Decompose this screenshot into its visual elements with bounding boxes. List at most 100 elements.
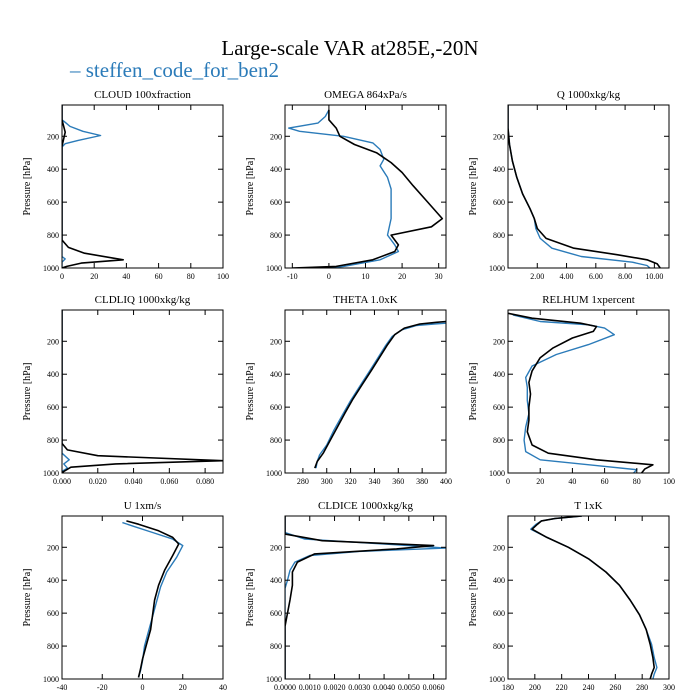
x-tick-label: 20 — [179, 683, 187, 692]
figure-title: Large-scale VAR at285E,-20N — [221, 36, 479, 60]
series-line-blue — [315, 322, 446, 469]
x-tick-label: 0.0030 — [348, 683, 370, 692]
x-tick-label: 280 — [636, 683, 648, 692]
x-tick-label: 0 — [506, 477, 510, 486]
y-tick-label: 600 — [493, 198, 505, 207]
y-tick-label: 600 — [493, 609, 505, 618]
plot-frame — [61, 104, 224, 269]
x-tick-label: 20 — [398, 272, 406, 281]
x-tick-label: 360 — [392, 477, 404, 486]
panel-2: OMEGA 864xPa/s Pressure [hPa] -10 0 10 20 30 20… — [245, 89, 447, 281]
y-tick-label: 400 — [270, 370, 282, 379]
y-tick-label: 200 — [47, 337, 59, 346]
y-tick-label: 1000 — [43, 469, 59, 478]
x-tick-label: -10 — [287, 272, 298, 281]
x-tick-label: 60 — [155, 272, 163, 281]
x-tick-label: 20 — [90, 272, 98, 281]
x-tick-label: 0 — [60, 272, 64, 281]
y-tick-label: 600 — [47, 403, 59, 412]
y-tick-label: 1000 — [489, 264, 505, 273]
y-tick-label: 600 — [47, 609, 59, 618]
x-tick-label: 340 — [368, 477, 380, 486]
x-tick-label: 200 — [529, 683, 541, 692]
x-tick-label: 8.00 — [618, 272, 632, 281]
y-tick-label: 1000 — [43, 675, 59, 684]
x-tick-label: 6.00 — [589, 272, 603, 281]
x-tick-label: 30 — [435, 272, 443, 281]
panel-4: CLDLIQ 1000xkg/kg Pressure [hPa] 0.000 0.02… — [22, 294, 224, 486]
x-tick-label: 180 — [502, 683, 514, 692]
series-line-blue — [62, 310, 70, 473]
x-tick-label: 10 — [362, 272, 370, 281]
y-axis-label: Pressure [hPa] — [468, 157, 479, 215]
x-tick-label: 260 — [609, 683, 621, 692]
x-tick-label: 320 — [345, 477, 357, 486]
panel-title: T 1xK — [574, 500, 602, 512]
y-tick-label: 800 — [270, 436, 282, 445]
y-tick-label: 200 — [47, 543, 59, 552]
x-tick-label: 40 — [122, 272, 130, 281]
series-line-blue — [530, 516, 658, 679]
x-tick-label: 380 — [416, 477, 428, 486]
y-tick-label: 800 — [47, 436, 59, 445]
series-line-black — [508, 105, 661, 268]
x-tick-label: -40 — [57, 683, 68, 692]
panel-title: CLDLIQ 1000xkg/kg — [95, 294, 191, 306]
x-tick-label: 0.0000 — [274, 683, 296, 692]
y-tick-label: 800 — [270, 642, 282, 651]
plot-frame — [284, 309, 447, 474]
x-tick-label: 0.000 — [53, 477, 71, 486]
panel-6: RELHUM 1xpercent Pressure [hPa] 0 20 40 60 80 1… — [468, 294, 675, 486]
series-line-black — [126, 520, 180, 678]
series-line-blue — [285, 516, 446, 679]
x-tick-label: 80 — [187, 272, 195, 281]
series-line-black — [292, 109, 444, 268]
y-tick-label: 1000 — [266, 469, 282, 478]
panel-title: CLDICE 1000xkg/kg — [318, 500, 414, 512]
y-tick-label: 1000 — [489, 675, 505, 684]
y-tick-label: 800 — [493, 436, 505, 445]
legend: – steffen_code_for_ben2 — [70, 58, 279, 83]
x-tick-label: 220 — [556, 683, 568, 692]
x-tick-label: 300 — [663, 683, 675, 692]
x-tick-label: 100 — [217, 272, 229, 281]
x-tick-label: -20 — [97, 683, 108, 692]
panel-3: Q 1000xkg/kg Pressure [hPa] 2.00 4.00 6.00 8.… — [468, 89, 670, 281]
x-tick-label: 300 — [321, 477, 333, 486]
x-tick-label: 0 — [327, 272, 331, 281]
plot-frame — [507, 515, 670, 680]
panel-title: Q 1000xkg/kg — [557, 89, 621, 101]
x-tick-label: 0.0060 — [423, 683, 445, 692]
y-axis-label: Pressure [hPa] — [22, 568, 33, 626]
y-tick-label: 200 — [493, 337, 505, 346]
y-axis-label: Pressure [hPa] — [22, 157, 33, 215]
y-tick-label: 800 — [493, 642, 505, 651]
x-tick-label: 280 — [297, 477, 309, 486]
x-tick-label: 0.0040 — [373, 683, 395, 692]
y-tick-label: 600 — [493, 403, 505, 412]
y-tick-label: 1000 — [43, 264, 59, 273]
y-tick-label: 200 — [270, 337, 282, 346]
series-line-blue — [508, 105, 651, 268]
x-tick-label: 4.00 — [560, 272, 574, 281]
x-tick-label: 0.080 — [196, 477, 214, 486]
panel-1: CLOUD 100xfraction Pressure [hPa] 0 20 40 60 8… — [22, 89, 229, 281]
series-line-black — [62, 310, 223, 473]
y-tick-label: 200 — [47, 132, 59, 141]
series-line-black — [285, 516, 435, 679]
legend-dash: – — [70, 58, 81, 82]
y-axis-label: Pressure [hPa] — [468, 568, 479, 626]
y-tick-label: 400 — [47, 576, 59, 585]
panel-title: U 1xm/s — [124, 500, 162, 512]
y-tick-label: 800 — [47, 642, 59, 651]
x-tick-label: 20 — [536, 477, 544, 486]
panel-title: CLOUD 100xfraction — [94, 89, 191, 101]
x-tick-label: 60 — [601, 477, 609, 486]
y-tick-label: 800 — [493, 231, 505, 240]
panel-7: U 1xm/s Pressure [hPa] -40 -20 0 20 40 200 400 60… — [22, 500, 227, 692]
y-tick-label: 400 — [47, 165, 59, 174]
y-tick-label: 400 — [270, 576, 282, 585]
y-tick-label: 600 — [270, 609, 282, 618]
